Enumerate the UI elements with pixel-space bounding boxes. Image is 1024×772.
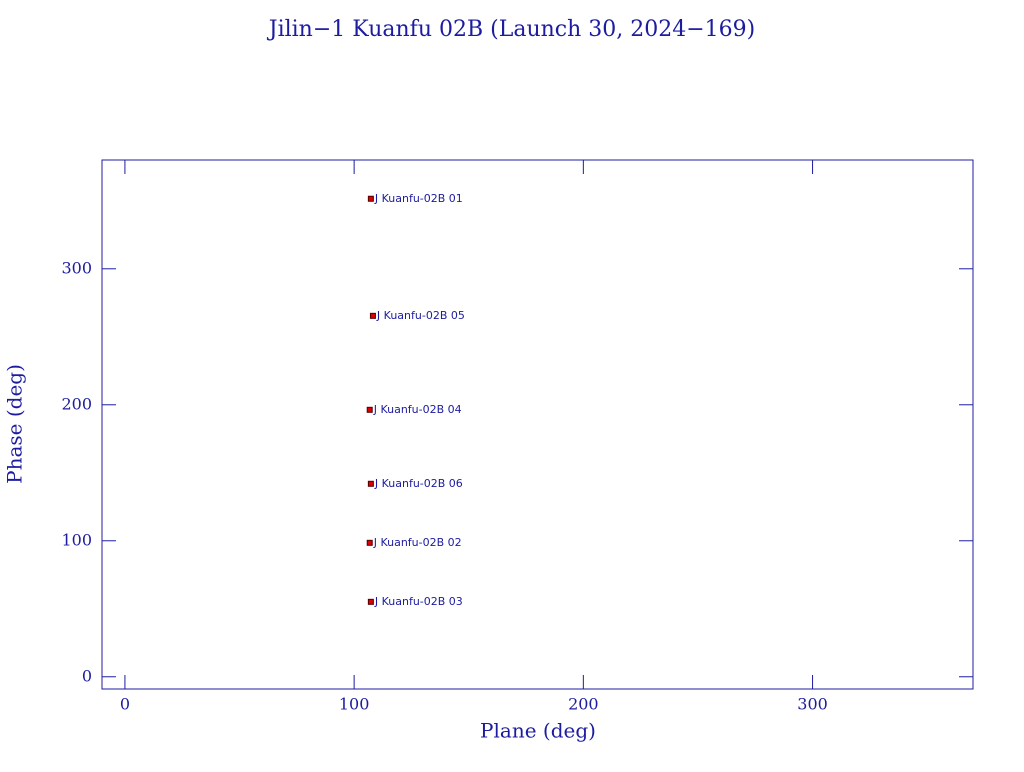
y-tick-label: 0: [82, 666, 92, 685]
chart-title: Jilin−1 Kuanfu 02B (Launch 30, 2024−169): [267, 17, 756, 42]
point-label: J Kuanfu-02B 01: [374, 192, 463, 205]
x-axis-label: Plane (deg): [480, 719, 596, 743]
point: [366, 406, 373, 413]
y-tick-label: 300: [61, 258, 92, 277]
point: [367, 195, 374, 202]
y-tick-label: 100: [61, 530, 92, 549]
x-tick-label: 300: [797, 695, 828, 714]
plot-frame: [101, 159, 974, 690]
point-label: J Kuanfu-02B 06: [374, 477, 463, 490]
point: [367, 480, 374, 487]
point-label: J Kuanfu-02B 02: [373, 536, 462, 549]
point-label: J Kuanfu-02B 04: [373, 403, 462, 416]
y-axis-label: Phase (deg): [3, 364, 27, 484]
point: [367, 598, 374, 605]
x-tick-label: 200: [568, 695, 599, 714]
y-tick-label: 200: [61, 394, 92, 413]
x-tick-label: 100: [339, 695, 370, 714]
point: [369, 312, 376, 319]
x-tick-label: 0: [120, 695, 130, 714]
point-label: J Kuanfu-02B 05: [376, 309, 465, 322]
point: [366, 539, 373, 546]
point-label: J Kuanfu-02B 03: [374, 595, 463, 608]
